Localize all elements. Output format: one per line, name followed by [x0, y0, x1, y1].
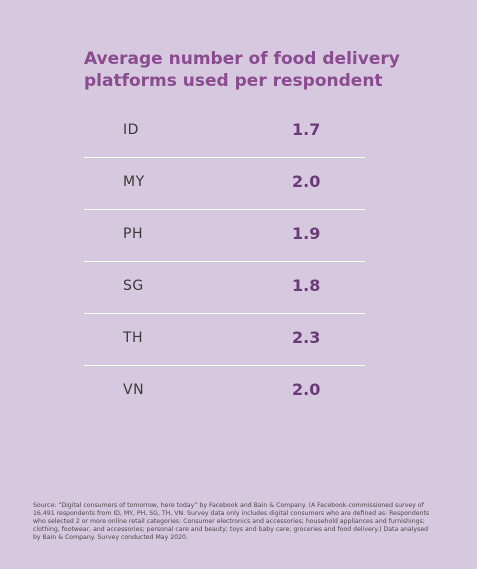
country-code-label: ID [123, 122, 139, 138]
table-row-id: ID 1.7 [84, 106, 365, 158]
value-label: 1.7 [292, 120, 321, 139]
value-label: 1.8 [292, 276, 321, 295]
country-code-label: TH [123, 330, 144, 346]
chart-title: Average number of food delivery platform… [84, 48, 404, 92]
country-code-label: PH [123, 226, 143, 242]
table-row-vn: VN 2.0 [84, 366, 365, 417]
value-label: 2.0 [292, 172, 321, 191]
table-row-ph: PH 1.9 [84, 210, 365, 262]
value-label: 2.3 [292, 328, 321, 347]
table-row-th: TH 2.3 [84, 314, 365, 366]
value-label: 2.0 [292, 380, 321, 399]
country-code-label: VN [123, 382, 145, 398]
table-row-sg: SG 1.8 [84, 262, 365, 314]
country-code-label: SG [123, 278, 144, 294]
table-row-my: MY 2.0 [84, 158, 365, 210]
chart-title-line-2: platforms used per respondent [84, 71, 383, 91]
source-note: Source: “Digital consumers of tomorrow, … [33, 502, 430, 541]
country-code-label: MY [123, 174, 145, 190]
chart-title-line-1: Average number of food delivery [84, 49, 400, 69]
data-table: ID 1.7 MY 2.0 PH 1.9 SG 1.8 TH 2.3 VN 2.… [84, 106, 365, 417]
value-label: 1.9 [292, 224, 321, 243]
